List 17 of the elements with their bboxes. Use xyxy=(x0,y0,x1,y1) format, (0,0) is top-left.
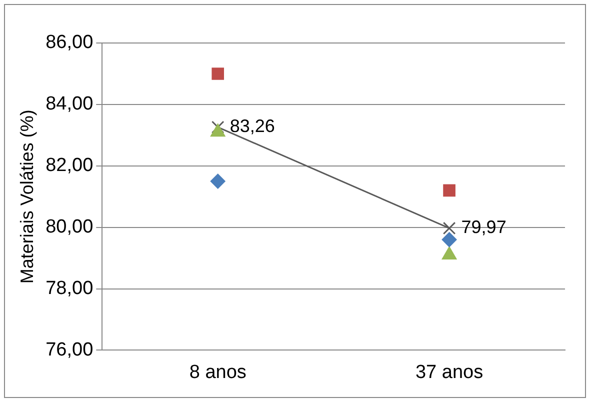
point xyxy=(443,184,456,197)
point xyxy=(212,68,224,80)
y-axis-title: Materiais Voláties (%) xyxy=(16,110,37,284)
y-tick-label: 78,00 xyxy=(46,278,94,299)
point xyxy=(211,120,224,134)
point xyxy=(210,174,226,189)
x-tick-label: 37 anos xyxy=(415,362,484,383)
y-tick-label: 86,00 xyxy=(46,32,94,54)
point xyxy=(442,222,456,235)
point xyxy=(442,232,457,248)
y-tick-label: 80,00 xyxy=(46,216,94,238)
data-label: 83,26 xyxy=(230,116,275,136)
y-tick-label: 84,00 xyxy=(46,94,94,115)
data-label: 79,97 xyxy=(461,217,506,238)
y-tick-label: 82,00 xyxy=(46,155,94,176)
x-tick-label: 8 anos xyxy=(189,362,246,383)
y-tick-label: 76,00 xyxy=(46,339,94,360)
